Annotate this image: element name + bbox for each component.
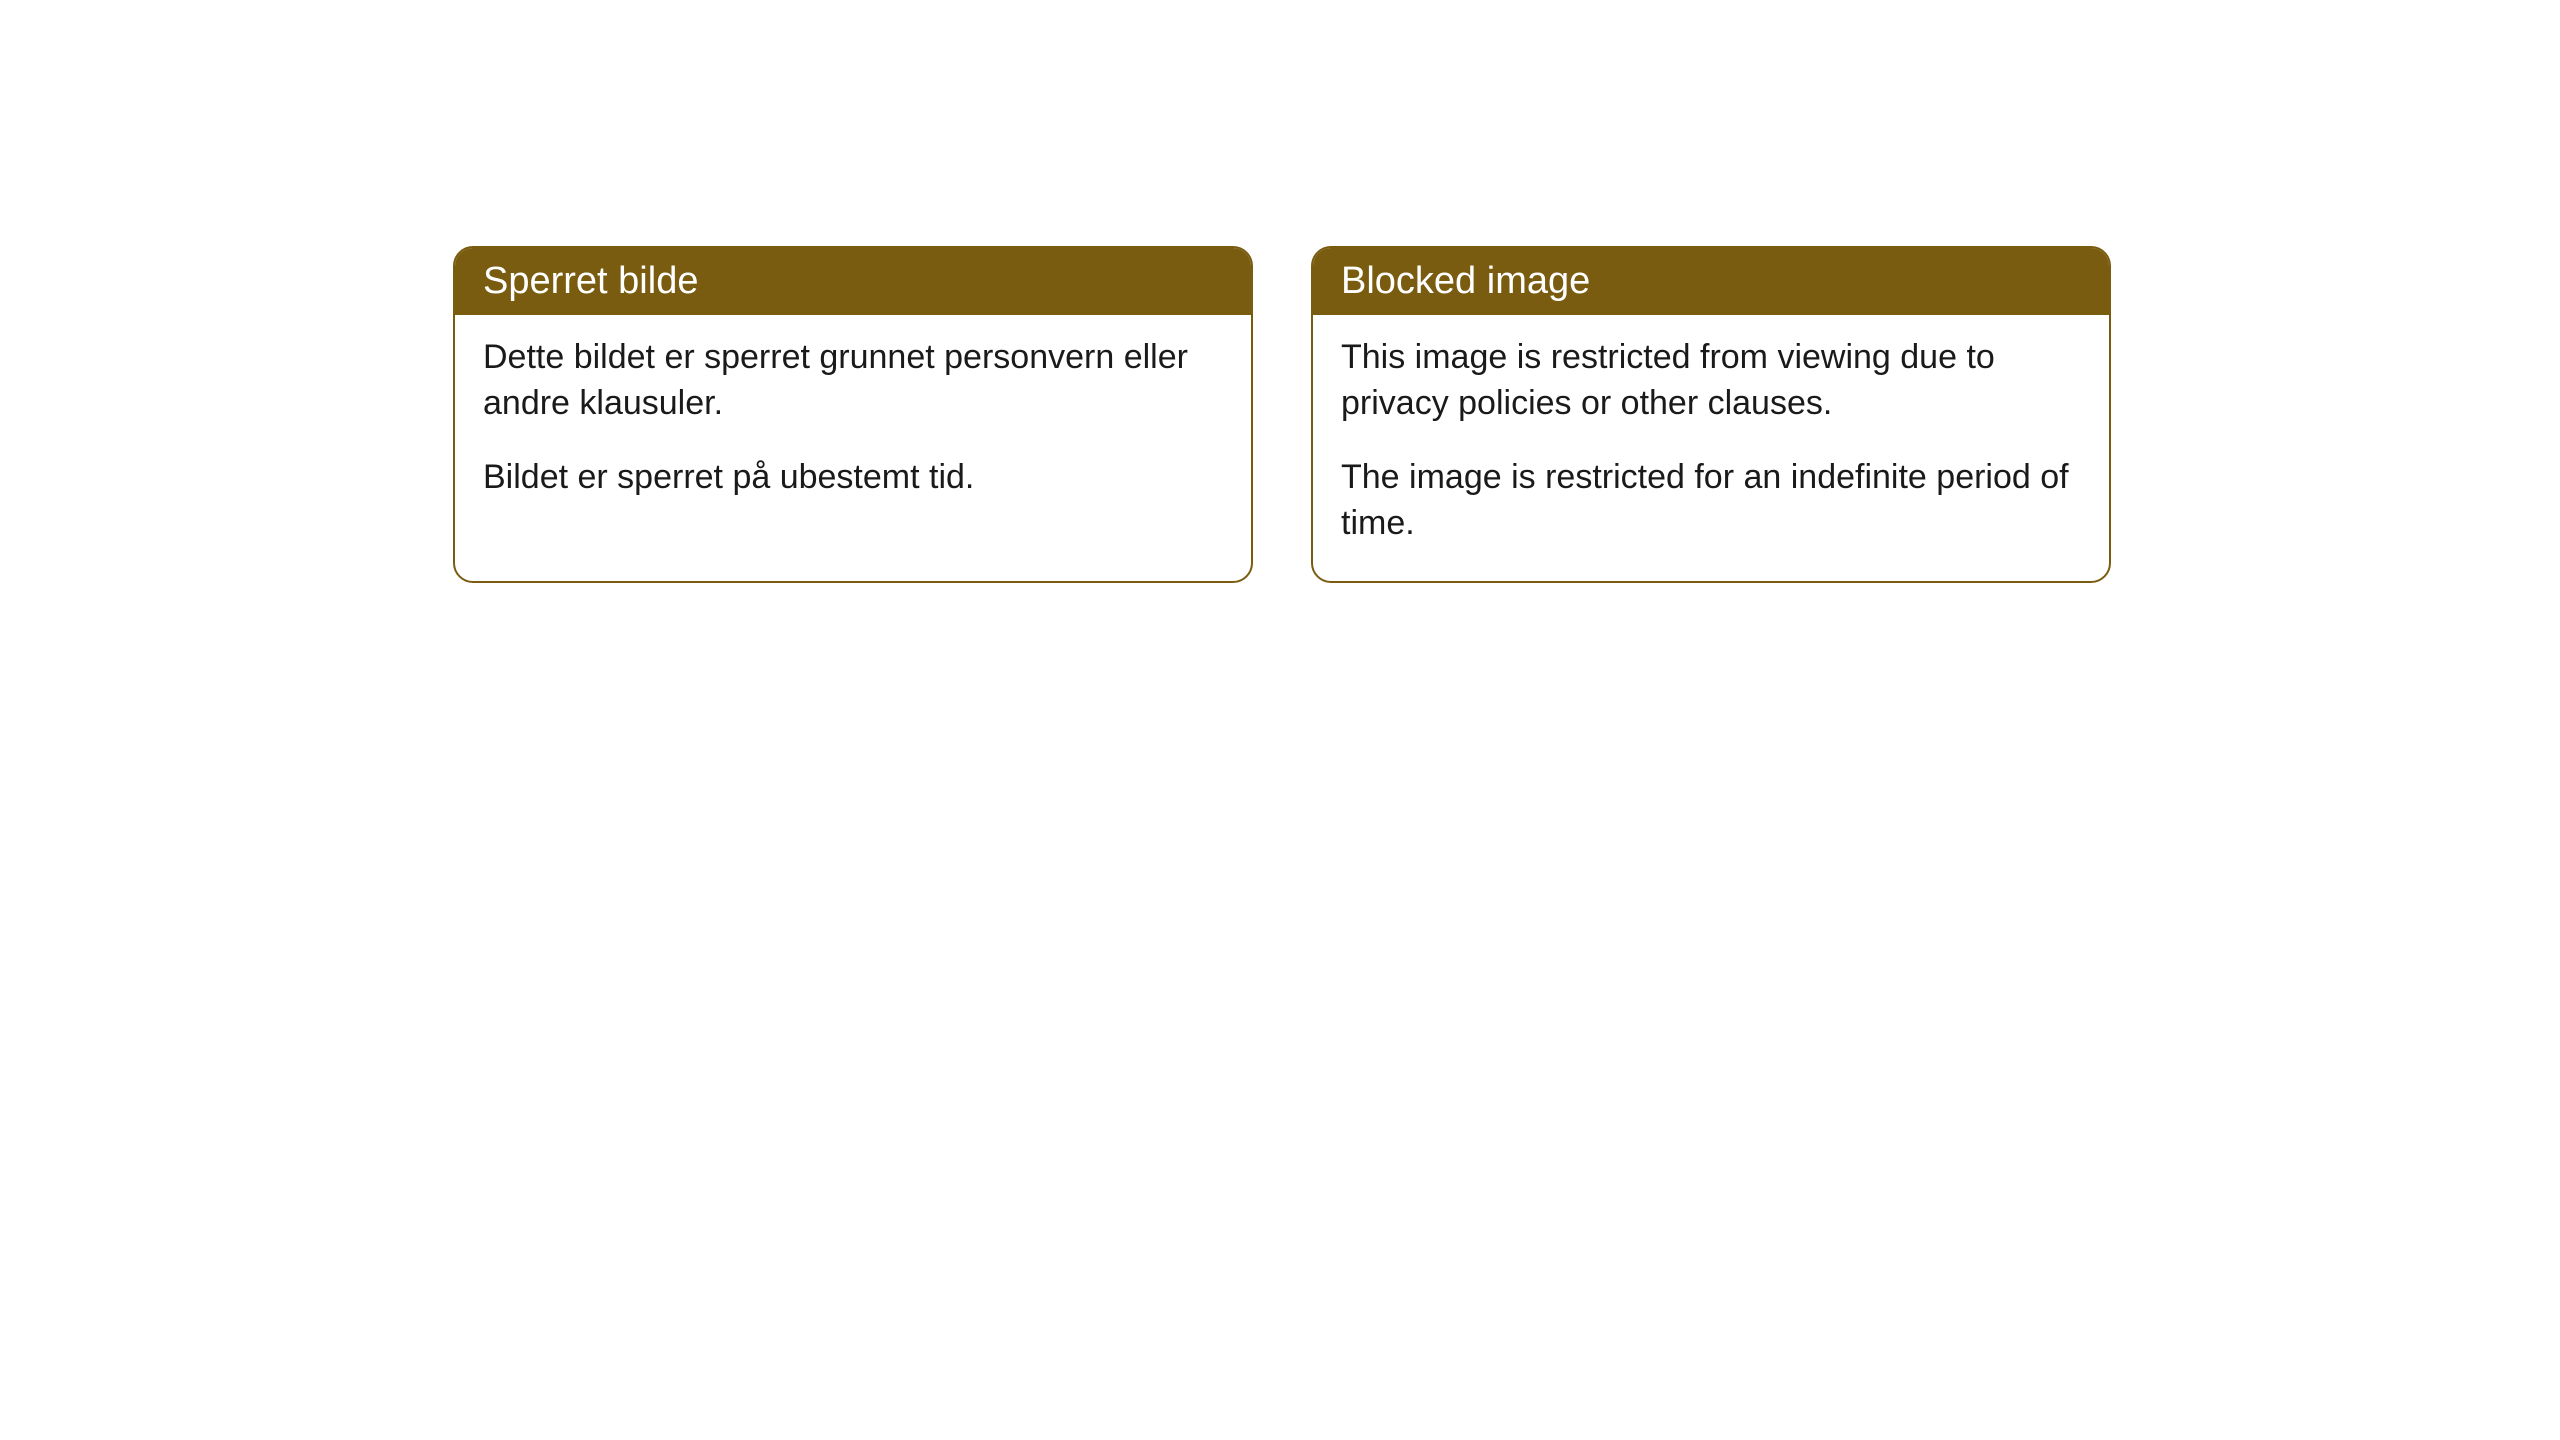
notice-card-norwegian: Sperret bilde Dette bildet er sperret gr… xyxy=(453,246,1253,583)
card-paragraph: The image is restricted for an indefinit… xyxy=(1341,455,2081,547)
card-header: Sperret bilde xyxy=(455,248,1251,315)
card-paragraph: Bildet er sperret på ubestemt tid. xyxy=(483,455,1223,501)
card-paragraph: This image is restricted from viewing du… xyxy=(1341,335,2081,427)
card-header: Blocked image xyxy=(1313,248,2109,315)
notice-cards-container: Sperret bilde Dette bildet er sperret gr… xyxy=(453,246,2111,583)
card-paragraph: Dette bildet er sperret grunnet personve… xyxy=(483,335,1223,427)
notice-card-english: Blocked image This image is restricted f… xyxy=(1311,246,2111,583)
card-body: This image is restricted from viewing du… xyxy=(1313,315,2109,581)
card-title: Blocked image xyxy=(1341,260,1590,302)
card-body: Dette bildet er sperret grunnet personve… xyxy=(455,315,1251,535)
card-title: Sperret bilde xyxy=(483,260,698,302)
